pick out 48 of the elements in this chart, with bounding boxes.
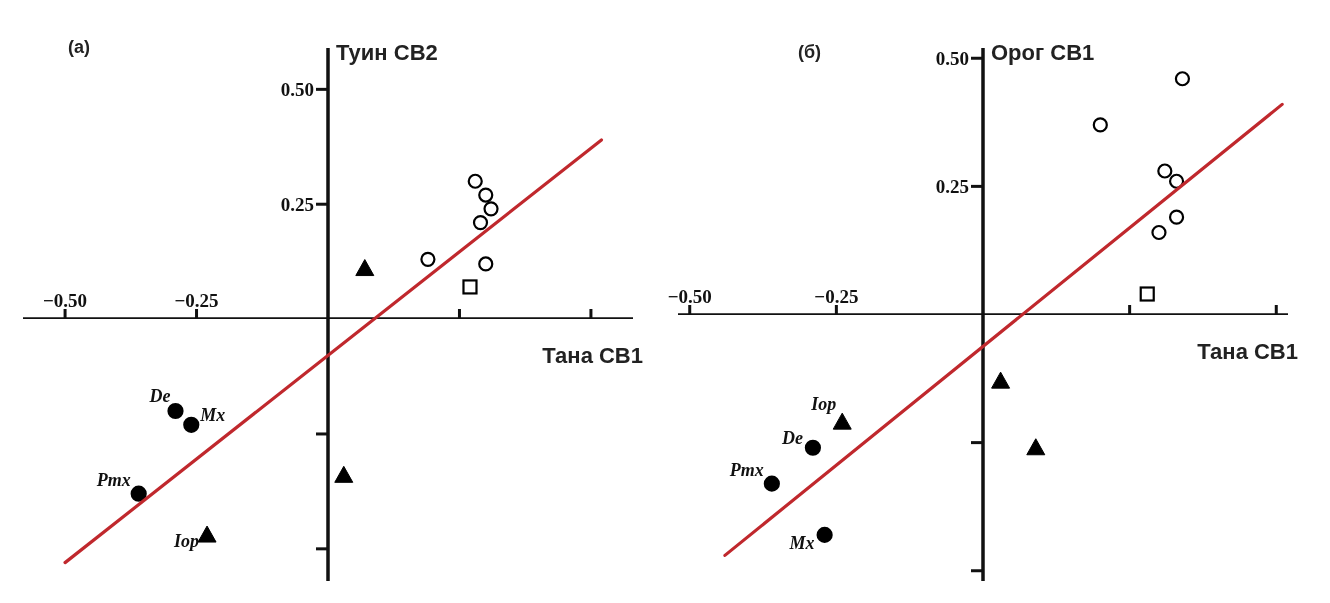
x-tick-label: −0.50 [43, 290, 88, 311]
point [991, 371, 1011, 389]
point [462, 279, 478, 295]
point [197, 525, 217, 543]
annotation: Pmx [728, 459, 764, 480]
y-tick-label: 0.50 [280, 79, 314, 101]
x-tick-label: −0.25 [174, 290, 219, 311]
point [816, 526, 833, 543]
x-tick-label: −0.25 [814, 286, 859, 307]
y-axis-title: Туин СВ2 [336, 40, 438, 65]
point [1157, 163, 1173, 179]
point [832, 412, 852, 430]
point [467, 173, 483, 189]
point [763, 475, 780, 492]
y-axis-title: Орог СВ1 [991, 40, 1095, 65]
point [804, 439, 821, 456]
x-tick-label: −0.50 [667, 286, 712, 307]
point [1168, 173, 1185, 189]
point [420, 251, 436, 267]
annotation: Iop [810, 394, 837, 415]
point [334, 465, 354, 483]
chart-title: (б) [798, 42, 822, 62]
annotation: Mx [788, 532, 815, 553]
annotation: De [780, 427, 803, 448]
y-tick-label: 0.25 [935, 176, 969, 198]
x-axis-title: Тана СВ1 [542, 343, 643, 369]
point [472, 215, 489, 231]
point [1092, 117, 1108, 133]
point [355, 259, 375, 277]
annotation: Iop [173, 531, 200, 552]
x-axis-title: Тана СВ1 [1197, 338, 1298, 364]
y-tick-label: 0.50 [935, 47, 969, 69]
annotation: Pmx [95, 469, 131, 490]
point [1168, 209, 1185, 225]
point [1026, 438, 1046, 456]
point [478, 256, 494, 272]
point [167, 402, 184, 420]
annotation: De [148, 385, 171, 406]
point [1174, 71, 1191, 87]
point [130, 485, 147, 502]
chart-title: (а) [68, 37, 90, 57]
y-tick-label: 0.25 [280, 193, 314, 215]
point [483, 201, 499, 217]
point [478, 187, 494, 203]
point [183, 416, 200, 433]
annotation: Mx [199, 404, 226, 425]
point [1139, 286, 1155, 302]
point [1151, 224, 1167, 241]
